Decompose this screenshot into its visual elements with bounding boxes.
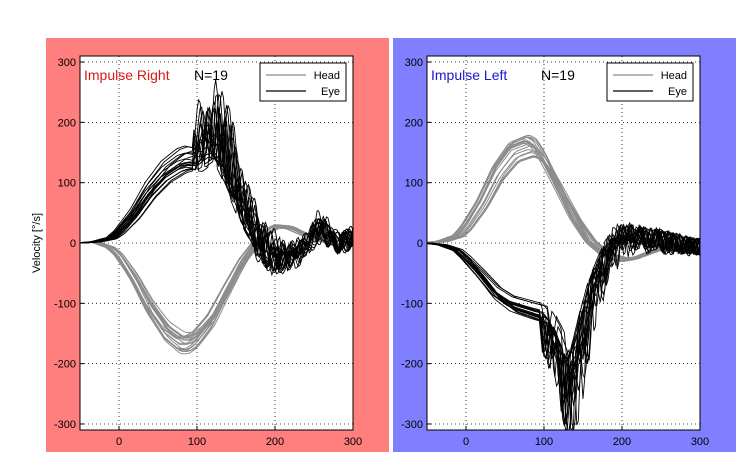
legend-label-eye-left: Eye bbox=[668, 86, 687, 98]
eye-trace bbox=[426, 224, 701, 403]
eye-trace bbox=[79, 111, 354, 275]
x-tick-label: 0 bbox=[116, 436, 122, 448]
eye-traces-left bbox=[426, 221, 701, 431]
y-tick-label: -200 bbox=[401, 359, 423, 371]
legend-label-head-right: Head bbox=[314, 70, 340, 82]
y-ticks-right: 300 200 100 0 -100 -200 -300 bbox=[54, 57, 84, 431]
eye-trace bbox=[426, 226, 701, 406]
y-tick-label: -300 bbox=[54, 419, 76, 431]
legend-box-left bbox=[606, 62, 694, 102]
n-label-right: N=19 bbox=[194, 67, 228, 83]
y-tick-label: -100 bbox=[401, 298, 423, 310]
y-tick-label: 200 bbox=[405, 117, 423, 129]
x-ticks-right: 0 100 200 300 bbox=[116, 426, 362, 448]
x-tick-label: 100 bbox=[188, 436, 206, 448]
legend-left: Head Eye bbox=[606, 62, 694, 102]
x-ticks-left: 0 100 200 300 bbox=[463, 426, 709, 448]
head-traces-left bbox=[426, 135, 699, 263]
x-tick-label: 0 bbox=[463, 436, 469, 448]
y-tick-label: -200 bbox=[54, 359, 76, 371]
x-tick-label: 200 bbox=[266, 436, 284, 448]
legend-box-right bbox=[259, 62, 347, 102]
head-trace bbox=[426, 140, 699, 262]
eye-trace bbox=[80, 105, 354, 273]
head-trace bbox=[426, 136, 699, 262]
y-tick-label: 100 bbox=[405, 178, 423, 190]
y-tick-label: -300 bbox=[401, 419, 423, 431]
x-tick-label: 300 bbox=[344, 436, 362, 448]
eye-trace bbox=[79, 115, 354, 270]
eye-trace bbox=[79, 93, 354, 272]
head-traces-right bbox=[79, 224, 352, 355]
y-ticks-left: 300 200 100 0 -100 -200 -300 bbox=[401, 57, 431, 431]
head-trace bbox=[79, 227, 352, 337]
chart-title-left: Impulse Left bbox=[431, 67, 507, 83]
y-tick-label: 300 bbox=[405, 57, 423, 69]
y-axis-label: Velocity [°/s] bbox=[31, 213, 43, 273]
n-label-left: N=19 bbox=[541, 67, 575, 83]
y-tick-label: 200 bbox=[58, 117, 76, 129]
x-tick-label: 200 bbox=[613, 436, 631, 448]
legend-label-head-left: Head bbox=[661, 70, 687, 82]
eye-trace bbox=[427, 226, 701, 431]
x-tick-label: 300 bbox=[691, 436, 709, 448]
y-tick-label: 300 bbox=[58, 57, 76, 69]
eye-trace bbox=[427, 224, 701, 387]
y-tick-label: 0 bbox=[417, 238, 423, 250]
x-tick-label: 100 bbox=[535, 436, 553, 448]
chart-panel-impulse-right: 300 200 100 0 -100 -200 -300 0 100 200 300 Impuls… bbox=[31, 38, 389, 452]
chart-panel-impulse-left: 300 200 100 0 -100 -200 -300 0 100 200 300 Impuls… bbox=[393, 38, 736, 452]
y-tick-label: 0 bbox=[70, 238, 76, 250]
legend-label-eye-right: Eye bbox=[321, 86, 340, 98]
chart-title-right: Impulse Right bbox=[84, 67, 170, 83]
y-tick-label: -100 bbox=[54, 298, 76, 310]
legend-right: Head Eye bbox=[259, 62, 347, 102]
eye-traces-right bbox=[79, 79, 354, 277]
y-tick-label: 100 bbox=[58, 178, 76, 190]
